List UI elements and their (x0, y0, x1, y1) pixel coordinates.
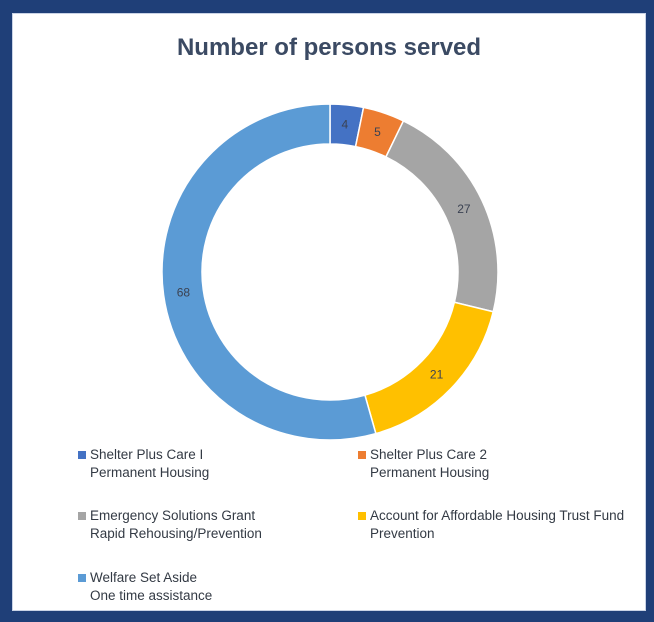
legend-sublabel: One time assistance (90, 588, 213, 603)
legend-label: Shelter Plus Care I (90, 447, 204, 462)
legend-swatch (78, 574, 86, 582)
legend-sublabel: Permanent Housing (370, 465, 490, 480)
legend-label: Emergency Solutions Grant (90, 508, 256, 523)
legend-sublabel: Prevention (370, 526, 435, 541)
legend-sublabel: Permanent Housing (90, 465, 210, 480)
legend-item-shelter-plus-care-1: Shelter Plus Care I Permanent Housing (78, 446, 209, 482)
legend-label: Shelter Plus Care 2 (370, 447, 488, 462)
legend-swatch (78, 512, 86, 520)
legend-label: Welfare Set Aside (90, 570, 198, 585)
legend-swatch (78, 451, 86, 459)
legend-item-welfare-set-aside: Welfare Set Aside One time assistance (78, 569, 212, 605)
data-label-welfare-set-aside: 68 (177, 285, 191, 299)
donut-slice-welfare-set-aside (161, 103, 377, 441)
legend-sublabel: Rapid Rehousing/Prevention (90, 526, 262, 541)
data-label-emergency-solutions: 27 (457, 202, 471, 216)
legend-item-emergency-solutions: Emergency Solutions Grant Rapid Rehousin… (78, 507, 262, 543)
legend-swatch (358, 512, 366, 520)
chart-title: Number of persons served (176, 34, 482, 61)
donut-slice-emergency-solutions (384, 119, 499, 313)
legend-item-shelter-plus-care-2: Shelter Plus Care 2 Permanent Housing (358, 446, 489, 482)
legend-swatch (358, 451, 366, 459)
data-label-affordable-housing: 21 (430, 368, 444, 382)
data-label-shelter-plus-care-1: 4 (342, 118, 349, 132)
legend-item-affordable-housing: Account for Affordable Housing Trust Fun… (358, 507, 624, 543)
data-label-shelter-plus-care-2: 5 (374, 125, 381, 139)
legend-label: Account for Affordable Housing Trust Fun… (370, 508, 625, 523)
